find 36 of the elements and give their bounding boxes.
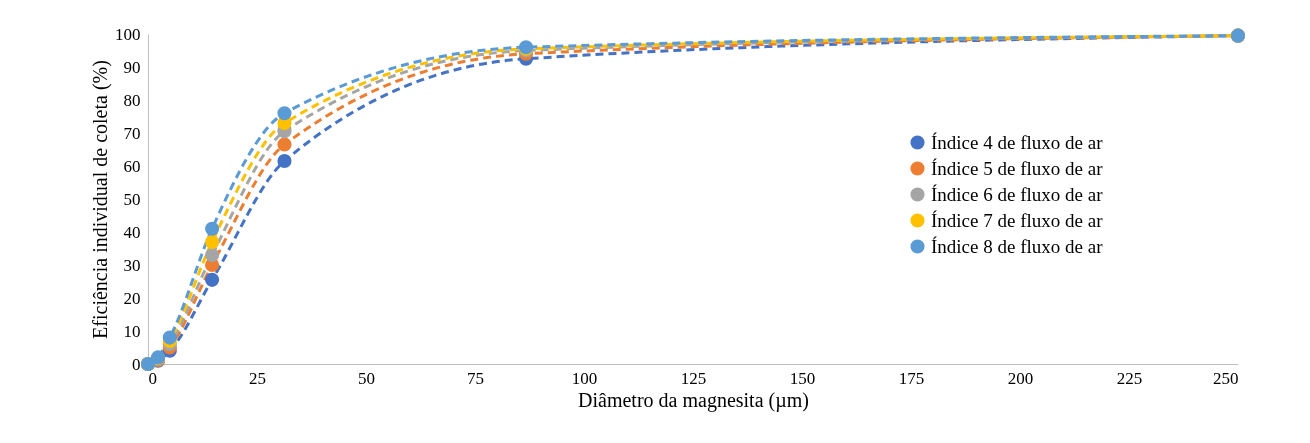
y-tick-label: 90: [123, 57, 141, 77]
x-tick-label: 75: [467, 368, 484, 388]
legend-label: Índice 5 de fluxo de ar: [931, 157, 1104, 179]
y-tick-label: 100: [115, 24, 141, 44]
y-tick-label: 20: [123, 288, 141, 308]
x-tick-label: 100: [571, 368, 598, 388]
y-axis-title: Eficiência individual de coleta (%): [89, 60, 112, 339]
x-tick-label: 250: [1213, 368, 1239, 388]
x-tick-label: 175: [898, 368, 925, 388]
point: [277, 106, 292, 121]
x-tick-label: 150: [789, 368, 816, 388]
point: [277, 153, 292, 169]
legend-label: Índice 7 de fluxo de ar: [931, 209, 1104, 231]
x-axis-title: Diâmetro da magnesita (µm): [578, 388, 809, 412]
point: [205, 234, 220, 249]
y-tick-label: 0: [132, 354, 141, 374]
y-tick-label: 40: [123, 222, 141, 242]
x-tick-label: 225: [1116, 368, 1143, 388]
y-tick-label: 30: [123, 255, 141, 275]
x-tick-label: 0: [148, 368, 157, 388]
point: [205, 248, 220, 263]
x-tick-label: 25: [249, 368, 266, 388]
legend-label: Índice 8 de fluxo de ar: [931, 235, 1104, 257]
y-tick-label: 10: [123, 321, 141, 341]
point: [277, 137, 292, 152]
x-tick-label: 125: [680, 368, 707, 388]
y-tick-label: 50: [123, 189, 141, 209]
legend-label: Índice 4 de fluxo de ar: [931, 131, 1104, 153]
point: [205, 272, 220, 287]
x-tick-label: 200: [1007, 368, 1034, 388]
point: [205, 221, 220, 236]
y-tick-label: 70: [123, 123, 141, 143]
legend-label: Índice 6 de fluxo de ar: [931, 183, 1104, 205]
x-tick-label: 50: [358, 368, 375, 388]
y-tick-label: 60: [123, 156, 141, 176]
y-tick-label: 80: [123, 90, 141, 110]
